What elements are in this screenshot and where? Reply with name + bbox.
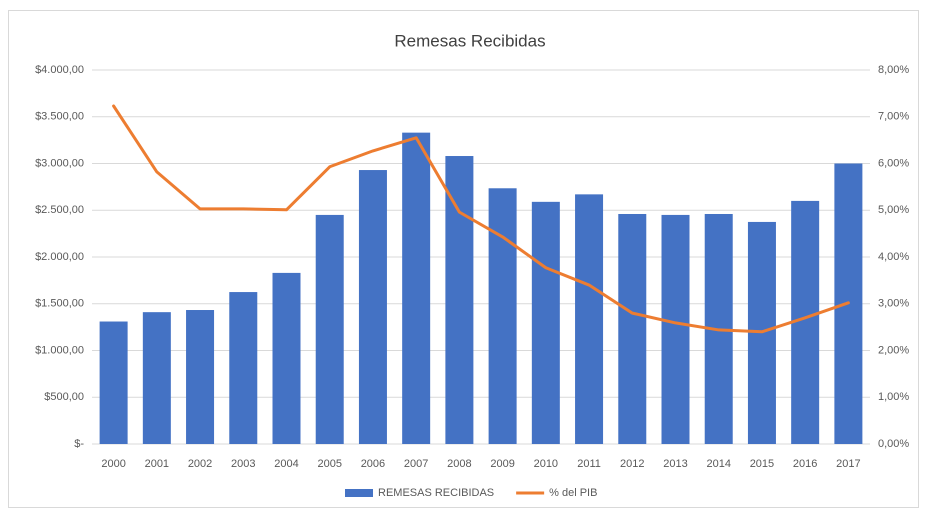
x-tick-label: 2000 xyxy=(101,458,125,470)
x-tick-label: 2017 xyxy=(836,458,860,470)
y-tick-label: $2.500,00 xyxy=(35,204,84,216)
line-series xyxy=(112,104,850,334)
x-tick-label: 2007 xyxy=(404,458,428,470)
bar xyxy=(445,156,474,444)
y-tick-label: $- xyxy=(74,438,84,450)
x-tick-label: 2010 xyxy=(534,458,558,470)
y-tick-label: $500,00 xyxy=(44,391,84,403)
bar xyxy=(402,132,431,444)
y-tick-label: $2.000,00 xyxy=(35,251,84,263)
legend-label: REMESAS RECIBIDAS xyxy=(378,487,494,499)
x-tick-label: 2015 xyxy=(750,458,774,470)
y2-tick-label: 0,00% xyxy=(878,438,909,450)
bar xyxy=(358,170,387,445)
bar xyxy=(531,201,560,444)
bar xyxy=(186,310,215,444)
bar xyxy=(142,312,171,444)
y2-tick-label: 4,00% xyxy=(878,251,909,263)
y2-tick-label: 7,00% xyxy=(878,111,909,123)
x-tick-label: 2014 xyxy=(706,458,730,470)
y2-tick-label: 2,00% xyxy=(878,344,909,356)
x-tick-label: 2003 xyxy=(231,458,255,470)
x-tick-label: 2006 xyxy=(361,458,385,470)
y-tick-label: $4.000,00 xyxy=(35,64,84,76)
bar xyxy=(575,194,604,444)
y2-tick-label: 3,00% xyxy=(878,298,909,310)
x-tick-label: 2012 xyxy=(620,458,644,470)
x-tick-label: 2002 xyxy=(188,458,212,470)
bar xyxy=(272,272,301,444)
x-tick-label: 2016 xyxy=(793,458,817,470)
x-tick-label: 2013 xyxy=(663,458,687,470)
bar xyxy=(99,321,128,444)
x-tick-label: 2004 xyxy=(274,458,298,470)
y-tick-label: $3.500,00 xyxy=(35,111,84,123)
bar xyxy=(315,214,344,444)
y2-tick-label: 6,00% xyxy=(878,157,909,169)
y-tick-label: $3.000,00 xyxy=(35,157,84,169)
x-tick-label: 2005 xyxy=(317,458,341,470)
y-tick-label: $1.000,00 xyxy=(35,344,84,356)
bar xyxy=(488,188,517,444)
x-tick-label: 2001 xyxy=(145,458,169,470)
legend-label: % del PIB xyxy=(549,487,597,499)
chart-title: Remesas Recibidas xyxy=(394,31,545,50)
bar xyxy=(229,292,258,444)
y-tick-label: $1.500,00 xyxy=(35,298,84,310)
bar xyxy=(661,214,690,444)
bar xyxy=(618,213,647,444)
y2-tick-label: 5,00% xyxy=(878,204,909,216)
y2-tick-label: 8,00% xyxy=(878,64,909,76)
x-tick-label: 2008 xyxy=(447,458,471,470)
x-tick-label: 2011 xyxy=(577,458,601,470)
y2-tick-label: 1,00% xyxy=(878,391,909,403)
bar xyxy=(791,200,820,444)
legend-swatch xyxy=(345,489,373,497)
x-tick-label: 2009 xyxy=(490,458,514,470)
